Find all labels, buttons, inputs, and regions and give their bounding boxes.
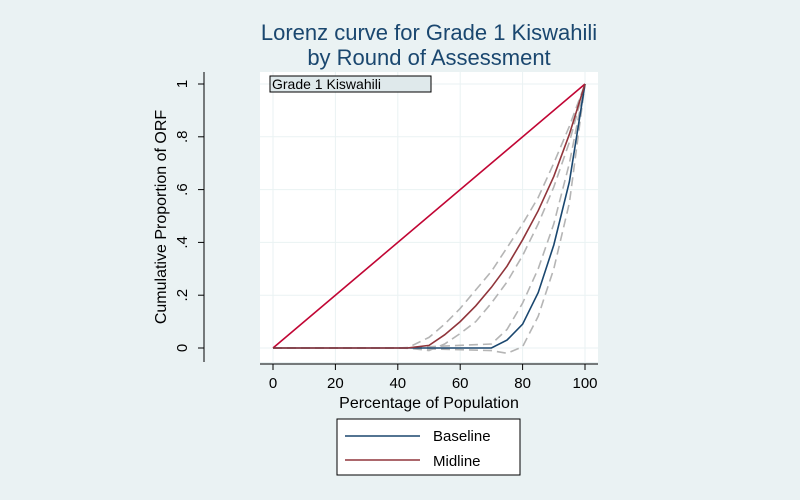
x-tick-label-3: 60 <box>452 375 469 392</box>
y-tick-label-2: .4 <box>174 236 191 249</box>
x-ticks: 0 20 40 60 80 100 <box>269 364 598 392</box>
legend-label-baseline: Baseline <box>433 428 491 445</box>
x-tick-label-5: 100 <box>572 375 597 392</box>
series-line-baseline <box>273 83 586 349</box>
x-tick-label-1: 20 <box>327 375 344 392</box>
y-tick-label-0: 0 <box>174 344 191 352</box>
legend-box <box>336 418 521 476</box>
legend-label-midline: Midline <box>433 453 481 470</box>
ci-layer <box>273 83 586 355</box>
y-tick-label-5: 1 <box>174 80 191 88</box>
panel-label: Grade 1 Kiswahili <box>272 76 381 92</box>
y-tick-label-3: .6 <box>174 183 191 196</box>
y-tick-label-1: .2 <box>174 289 191 302</box>
chart-title-line-1: Lorenz curve for Grade 1 Kiswahili <box>261 20 597 45</box>
y-axis-title: Cumulative Proportion of ORF <box>153 110 170 325</box>
series-line-midline <box>273 83 586 349</box>
panel-label-box <box>269 75 432 93</box>
x-tick-label-0: 0 <box>269 375 277 392</box>
series-layer <box>272 83 586 349</box>
equality-line <box>272 83 586 349</box>
grid-layer <box>260 72 598 362</box>
ci-lower-midline <box>273 83 586 352</box>
chart-title-line-2: by Round of Assessment <box>307 45 550 70</box>
legend: Baseline Midline <box>336 418 521 476</box>
y-tick-label-4: .8 <box>174 131 191 144</box>
ci-upper-baseline <box>273 83 586 349</box>
y-ticks: 0 .2 .4 .6 .8 1 <box>174 80 204 352</box>
ci-lower-baseline <box>273 83 586 355</box>
x-tick-label-4: 80 <box>514 375 531 392</box>
x-tick-label-2: 40 <box>389 375 406 392</box>
x-axis-title: Percentage of Population <box>339 395 519 412</box>
ci-upper-midline <box>273 83 586 349</box>
